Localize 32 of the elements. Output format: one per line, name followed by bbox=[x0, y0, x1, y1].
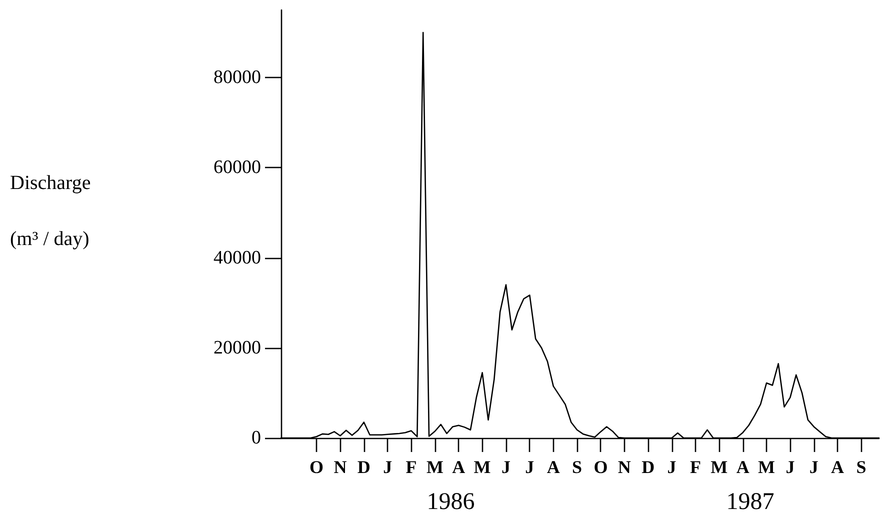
x-tick-label: M bbox=[710, 457, 728, 477]
x-tick-label: A bbox=[831, 457, 844, 477]
x-tick-label: J bbox=[501, 457, 510, 477]
y-tick-label: 80000 bbox=[214, 67, 261, 88]
x-tick-label: D bbox=[357, 457, 370, 477]
x-tick-label: M bbox=[758, 457, 776, 477]
y-tick-label: 0 bbox=[252, 428, 261, 448]
x-tick-label: A bbox=[452, 457, 466, 477]
x-tick-label: F bbox=[406, 457, 417, 477]
x-tick-label: J bbox=[667, 457, 676, 477]
y-tick-label: 40000 bbox=[214, 247, 261, 268]
text: 1987 bbox=[726, 489, 774, 515]
x-tick-label: S bbox=[856, 457, 866, 477]
x-tick-label: J bbox=[809, 457, 818, 477]
x-tick-label: N bbox=[618, 457, 631, 477]
x-tick-label: N bbox=[334, 457, 347, 477]
x-tick-label: J bbox=[786, 457, 795, 477]
x-tick-label: O bbox=[310, 457, 324, 477]
y-tick-label: 20000 bbox=[214, 337, 261, 358]
x-tick-label: M bbox=[426, 457, 444, 477]
x-tick-label: A bbox=[546, 457, 560, 477]
text: Discharge (m³ / day) bbox=[10, 172, 91, 250]
y-tick-label: 60000 bbox=[214, 157, 261, 178]
x-tick-label: A bbox=[736, 457, 750, 477]
x-tick-label: D bbox=[642, 457, 655, 477]
x-tick-label: J bbox=[383, 457, 392, 477]
x-tick-label: S bbox=[572, 457, 582, 477]
x-tick-label: J bbox=[525, 457, 534, 477]
x-tick-label: F bbox=[690, 457, 701, 477]
x-tick-label: M bbox=[474, 457, 491, 477]
x-tick-label: O bbox=[594, 457, 608, 477]
text: 1986 bbox=[426, 489, 475, 515]
